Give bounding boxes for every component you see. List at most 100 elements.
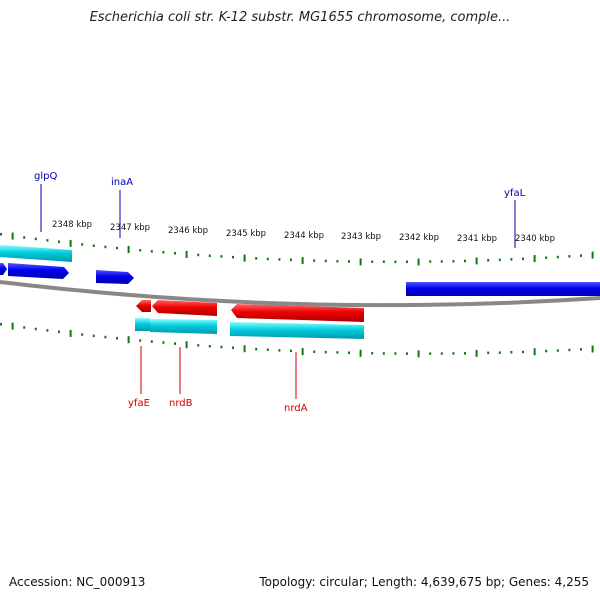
tick-mark bbox=[533, 348, 536, 356]
map-title: Escherichia coli str. K-12 substr. MG165… bbox=[89, 10, 511, 25]
ruler-label-2342: 2342 kbp bbox=[399, 233, 439, 243]
tick-mark bbox=[174, 342, 176, 345]
tick-mark bbox=[0, 323, 2, 326]
tick-mark bbox=[208, 345, 211, 348]
feature-yfaE-gene[interactable] bbox=[136, 300, 151, 312]
feature-inaA-gene[interactable] bbox=[96, 270, 134, 284]
tick-mark bbox=[104, 245, 107, 249]
tick-mark bbox=[81, 243, 84, 246]
gene-label-nrdA[interactable]: nrdA bbox=[284, 403, 308, 414]
tick-mark bbox=[92, 334, 95, 338]
ruler-label-2343: 2343 kbp bbox=[341, 232, 381, 242]
tick-mark bbox=[81, 333, 84, 336]
tick-mark bbox=[429, 260, 432, 263]
tick-mark bbox=[139, 249, 142, 252]
tick-mark bbox=[162, 341, 165, 344]
gene-label-inaA[interactable]: inaA bbox=[111, 177, 133, 188]
tick-mark bbox=[440, 260, 443, 263]
tick-mark bbox=[406, 352, 408, 355]
tick-mark bbox=[417, 350, 420, 358]
ruler-label-2345: 2345 kbp bbox=[226, 229, 266, 239]
tick-mark bbox=[11, 322, 14, 330]
tick-mark bbox=[46, 239, 49, 242]
gene-label-glpQ[interactable]: glpQ bbox=[34, 171, 57, 182]
tick-mark bbox=[255, 347, 258, 351]
tick-mark bbox=[197, 253, 200, 257]
feature-yfaL-gene[interactable] bbox=[406, 282, 600, 296]
tick-mark bbox=[69, 239, 72, 247]
ruler-label-2340: 2340 kbp bbox=[515, 234, 555, 244]
tick-mark bbox=[290, 349, 292, 353]
tick-mark bbox=[359, 258, 362, 266]
tick-mark bbox=[545, 256, 548, 259]
tick-mark bbox=[324, 350, 327, 354]
tick-mark bbox=[58, 330, 60, 334]
tick-mark bbox=[336, 351, 339, 354]
feature-glpQ-gene[interactable] bbox=[8, 263, 69, 279]
tick-mark bbox=[591, 345, 594, 353]
feature-nrdA-gene[interactable] bbox=[231, 304, 364, 322]
tick-mark bbox=[232, 346, 234, 349]
gene-label-yfaE[interactable]: yfaE bbox=[128, 398, 150, 409]
tick-mark bbox=[278, 349, 281, 352]
top-tick-track bbox=[0, 232, 594, 266]
feature-left-gene[interactable] bbox=[0, 263, 7, 275]
accession-label: Accession: NC_000913 bbox=[9, 575, 146, 589]
tick-mark bbox=[266, 257, 269, 261]
tick-mark bbox=[162, 251, 165, 254]
feature-glpQ-cds[interactable] bbox=[0, 245, 72, 262]
tick-mark bbox=[348, 260, 350, 263]
tick-mark bbox=[34, 237, 37, 241]
tick-mark bbox=[394, 352, 397, 355]
tick-mark bbox=[313, 259, 316, 262]
tick-mark bbox=[417, 258, 420, 266]
tick-mark bbox=[220, 345, 223, 349]
tick-mark bbox=[116, 337, 118, 340]
tick-mark bbox=[406, 260, 408, 263]
tick-mark bbox=[290, 258, 292, 262]
tick-mark bbox=[452, 260, 455, 263]
ruler-label-2344: 2344 kbp bbox=[284, 231, 324, 241]
tick-mark bbox=[568, 255, 571, 258]
tick-mark bbox=[452, 352, 455, 355]
genome-summary: Topology: circular; Length: 4,639,675 bp… bbox=[259, 575, 589, 589]
tick-mark bbox=[197, 344, 200, 347]
feature-nrdB-gene[interactable] bbox=[152, 300, 217, 316]
feature-nrdA-cds[interactable] bbox=[230, 322, 364, 339]
tick-mark bbox=[440, 352, 443, 355]
tick-mark bbox=[127, 336, 130, 344]
tick-mark bbox=[371, 260, 374, 263]
tick-mark bbox=[510, 258, 513, 261]
tick-mark bbox=[545, 349, 548, 353]
gene-label-yfaL[interactable]: yfaL bbox=[504, 188, 526, 199]
tick-mark bbox=[92, 244, 95, 247]
tick-mark bbox=[580, 348, 582, 351]
tick-mark bbox=[69, 329, 72, 337]
tick-mark bbox=[556, 255, 559, 259]
feature-yfaE-cds[interactable] bbox=[135, 318, 150, 331]
tick-mark bbox=[464, 352, 466, 355]
tick-mark bbox=[487, 351, 490, 355]
tick-mark bbox=[150, 340, 153, 343]
feature-nrdB-cds[interactable] bbox=[150, 319, 217, 334]
tick-mark bbox=[116, 246, 118, 250]
tick-mark bbox=[255, 257, 258, 260]
tick-mark bbox=[580, 254, 582, 257]
tick-mark bbox=[382, 260, 385, 263]
bottom-tick-track bbox=[0, 322, 594, 358]
tick-mark bbox=[104, 335, 107, 339]
tick-mark bbox=[139, 339, 142, 342]
tick-mark bbox=[278, 258, 281, 261]
tick-mark bbox=[208, 254, 211, 257]
tick-mark bbox=[301, 348, 304, 356]
tick-mark bbox=[522, 350, 524, 354]
tick-mark bbox=[475, 349, 478, 357]
tick-mark bbox=[522, 257, 524, 261]
tick-mark bbox=[510, 351, 513, 354]
tick-mark bbox=[498, 351, 501, 354]
gene-label-nrdB[interactable]: nrdB bbox=[169, 398, 193, 409]
tick-mark bbox=[568, 348, 571, 352]
tick-mark bbox=[498, 258, 501, 262]
tick-mark bbox=[348, 351, 350, 354]
